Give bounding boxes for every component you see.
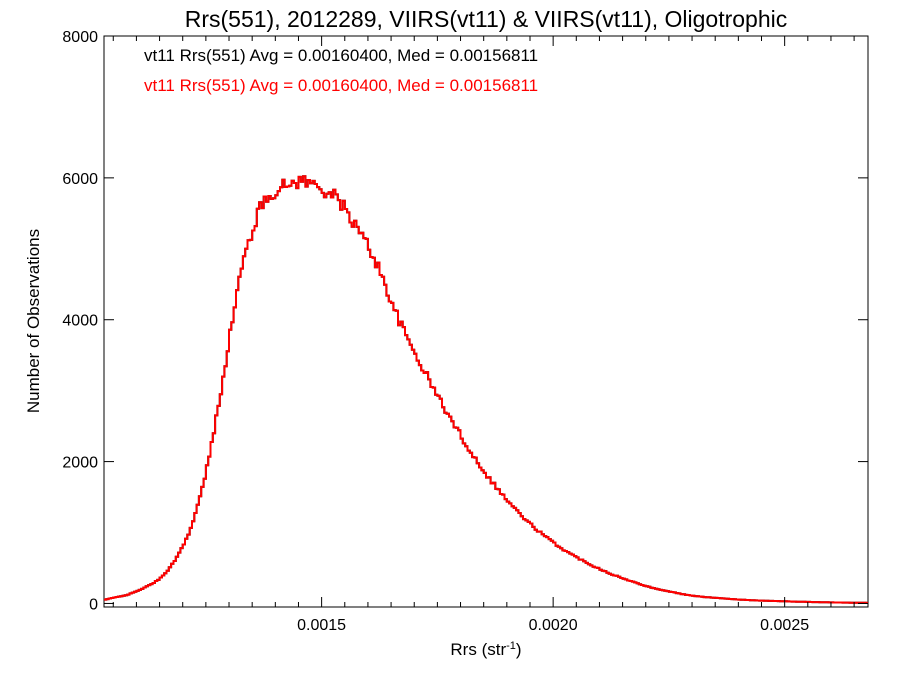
y-tick-label: 2000 (62, 455, 98, 472)
series-layer (104, 175, 868, 604)
x-ticks: 0.0015 0.0020 0.0025 (112, 36, 855, 634)
x-axis-label: Rrs (str-1) (450, 640, 521, 659)
y-tick-label: 4000 (62, 313, 98, 330)
y-ticks: 0 2000 4000 6000 8000 (62, 29, 868, 613)
legend-entry-red: vt11 Rrs(551) Avg = 0.00160400, Med = 0.… (144, 76, 538, 95)
x-tick-label: 0.0025 (760, 617, 809, 634)
x-axis-label-suffix: ) (516, 640, 522, 659)
y-tick-label: 0 (89, 596, 98, 613)
y-tick-label: 8000 (62, 29, 98, 46)
y-tick-label: 6000 (62, 171, 98, 188)
x-axis-label-superscript: -1 (506, 640, 516, 652)
y-axis-label: Number of Observations (24, 229, 43, 413)
x-tick-label: 0.0020 (529, 617, 578, 634)
plot-frame (103, 35, 869, 608)
chart-title: Rrs(551), 2012289, VIIRS(vt11) & VIIRS(v… (185, 6, 788, 32)
x-axis-label-main: Rrs (str (450, 640, 506, 659)
x-tick-label: 0.0015 (297, 617, 346, 634)
legend-entry-black: vt11 Rrs(551) Avg = 0.00160400, Med = 0.… (144, 46, 538, 65)
histogram-series-red (104, 175, 868, 604)
histogram-series-black (104, 175, 868, 604)
